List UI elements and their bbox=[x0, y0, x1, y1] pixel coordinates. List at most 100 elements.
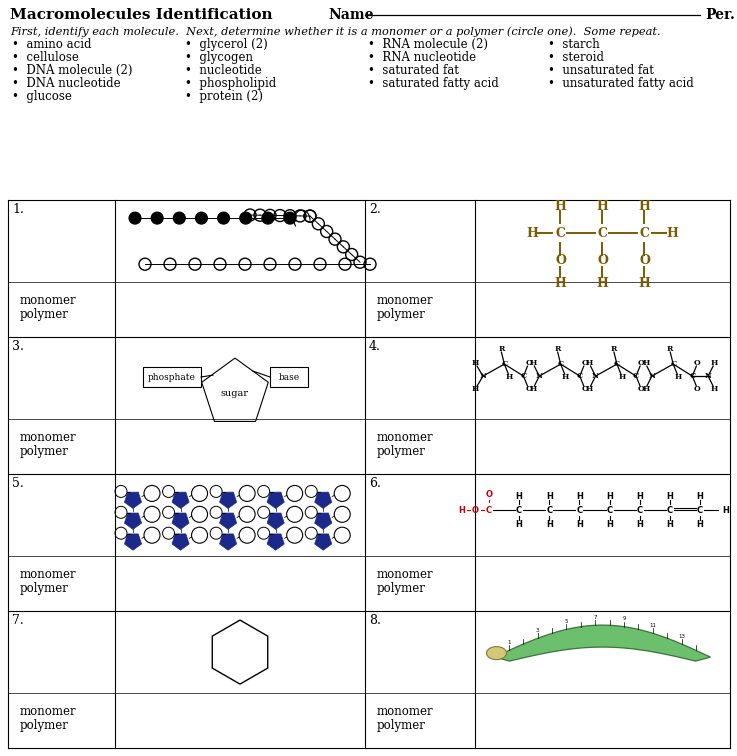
Polygon shape bbox=[220, 513, 237, 529]
Text: C: C bbox=[607, 506, 612, 515]
Text: •  DNA nucleotide: • DNA nucleotide bbox=[12, 77, 121, 90]
Text: H: H bbox=[526, 227, 539, 240]
Text: H: H bbox=[554, 277, 567, 290]
Text: C: C bbox=[558, 360, 564, 368]
Text: H: H bbox=[710, 359, 718, 367]
Text: Per.: Per. bbox=[705, 8, 735, 22]
Text: polymer: polymer bbox=[20, 719, 69, 733]
Circle shape bbox=[129, 212, 141, 224]
Text: •  protein (2): • protein (2) bbox=[185, 90, 263, 103]
Text: H: H bbox=[596, 200, 609, 212]
Text: 2.: 2. bbox=[369, 203, 381, 216]
Text: H: H bbox=[674, 373, 682, 381]
Text: C: C bbox=[520, 372, 526, 380]
Text: O: O bbox=[472, 506, 478, 515]
Text: H: H bbox=[516, 519, 523, 528]
Text: Name: Name bbox=[328, 8, 374, 22]
Text: •  saturated fat: • saturated fat bbox=[368, 64, 459, 77]
Text: H: H bbox=[666, 491, 674, 500]
Polygon shape bbox=[125, 534, 142, 550]
Text: 7: 7 bbox=[593, 615, 597, 620]
Text: O: O bbox=[525, 385, 532, 393]
Text: O: O bbox=[694, 359, 701, 367]
Text: H: H bbox=[530, 385, 537, 393]
Text: C: C bbox=[598, 227, 607, 240]
Text: H: H bbox=[636, 519, 643, 528]
Text: H: H bbox=[530, 359, 537, 367]
Text: C: C bbox=[556, 227, 565, 240]
Text: H: H bbox=[638, 200, 651, 212]
Polygon shape bbox=[267, 534, 284, 550]
Text: monomer: monomer bbox=[377, 569, 433, 581]
Text: polymer: polymer bbox=[20, 308, 69, 321]
Text: 5.: 5. bbox=[12, 477, 24, 490]
Text: H: H bbox=[546, 519, 553, 528]
Text: H: H bbox=[636, 491, 643, 500]
Text: H: H bbox=[472, 359, 478, 367]
Text: C: C bbox=[614, 360, 620, 368]
Text: R: R bbox=[554, 345, 561, 353]
Bar bbox=[143, 367, 201, 387]
Polygon shape bbox=[172, 513, 189, 529]
Polygon shape bbox=[125, 492, 142, 509]
Polygon shape bbox=[315, 492, 332, 509]
Text: 8.: 8. bbox=[369, 614, 381, 627]
Text: O: O bbox=[555, 253, 566, 267]
Text: polymer: polymer bbox=[20, 582, 69, 595]
Text: 1.: 1. bbox=[12, 203, 24, 216]
Text: H: H bbox=[666, 519, 674, 528]
Text: N: N bbox=[649, 372, 655, 380]
Text: 5: 5 bbox=[565, 619, 568, 624]
Text: •  unsaturated fat: • unsaturated fat bbox=[548, 64, 654, 77]
Circle shape bbox=[284, 212, 296, 224]
Text: H: H bbox=[586, 385, 593, 393]
Text: monomer: monomer bbox=[20, 431, 77, 445]
Text: C: C bbox=[640, 227, 649, 240]
Text: •  RNA nucleotide: • RNA nucleotide bbox=[368, 51, 476, 64]
Polygon shape bbox=[172, 492, 189, 509]
Text: C: C bbox=[633, 372, 639, 380]
Text: First, identify each molecule.  Next, determine whether it is a monomer or a pol: First, identify each molecule. Next, det… bbox=[10, 26, 660, 36]
Text: O: O bbox=[638, 385, 644, 393]
Text: 4.: 4. bbox=[369, 340, 381, 353]
Text: C: C bbox=[667, 506, 673, 515]
Text: •  RNA molecule (2): • RNA molecule (2) bbox=[368, 38, 488, 51]
Text: C: C bbox=[697, 506, 703, 515]
Text: •  glycerol (2): • glycerol (2) bbox=[185, 38, 268, 51]
Circle shape bbox=[240, 212, 252, 224]
Text: O: O bbox=[581, 385, 588, 393]
Text: H: H bbox=[666, 227, 679, 240]
Text: •  amino acid: • amino acid bbox=[12, 38, 91, 51]
Text: 13: 13 bbox=[678, 634, 685, 639]
Text: 9: 9 bbox=[622, 616, 626, 621]
Polygon shape bbox=[315, 534, 332, 550]
Text: 6.: 6. bbox=[369, 477, 381, 490]
Polygon shape bbox=[267, 492, 284, 509]
Text: H: H bbox=[472, 385, 478, 393]
Circle shape bbox=[173, 212, 185, 224]
Text: R: R bbox=[498, 345, 505, 353]
Text: monomer: monomer bbox=[377, 431, 433, 445]
Text: C: C bbox=[486, 506, 492, 515]
Text: polymer: polymer bbox=[377, 582, 426, 595]
Text: monomer: monomer bbox=[377, 705, 433, 718]
Text: O: O bbox=[597, 253, 608, 267]
Polygon shape bbox=[220, 492, 237, 509]
Text: •  DNA molecule (2): • DNA molecule (2) bbox=[12, 64, 133, 77]
Text: •  glucose: • glucose bbox=[12, 90, 72, 103]
Text: H: H bbox=[642, 359, 649, 367]
Text: H: H bbox=[606, 491, 613, 500]
Text: 3: 3 bbox=[536, 627, 539, 633]
Text: H: H bbox=[506, 373, 513, 381]
Text: H: H bbox=[554, 200, 567, 212]
Text: N: N bbox=[480, 372, 486, 380]
Text: H: H bbox=[618, 373, 626, 381]
Text: O: O bbox=[486, 490, 492, 499]
Text: R: R bbox=[667, 345, 674, 353]
Text: C: C bbox=[576, 506, 582, 515]
Text: •  unsaturated fatty acid: • unsaturated fatty acid bbox=[548, 77, 694, 90]
Text: H: H bbox=[458, 506, 466, 515]
Text: H: H bbox=[696, 491, 703, 500]
Polygon shape bbox=[172, 534, 189, 550]
Text: monomer: monomer bbox=[20, 705, 77, 718]
